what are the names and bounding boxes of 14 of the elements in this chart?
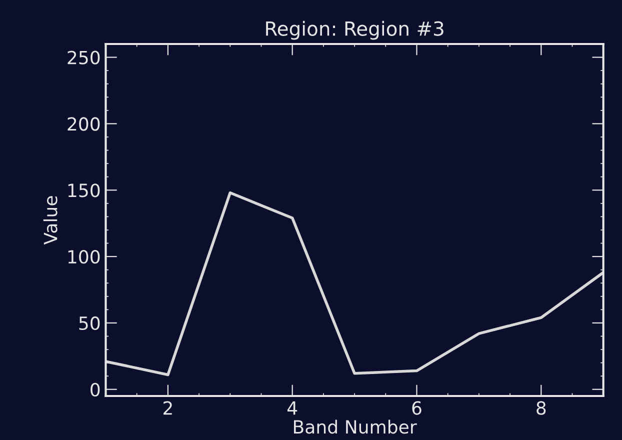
y-tick-label: 0 [90,382,100,396]
y-tick-label: 200 [68,117,100,131]
y-tick-label: 50 [79,316,100,330]
x-axis-title: Band Number [294,420,417,434]
y-tick-label: 250 [68,50,100,64]
x-tick-label: 4 [287,401,298,415]
y-axis-title: Value [43,196,58,245]
y-tick-label: 100 [68,250,100,264]
x-tick-label: 8 [536,401,546,415]
y-tick-label: 150 [68,184,100,198]
x-tick-label: 2 [164,401,172,415]
x-tick-label: 6 [412,401,422,415]
line-series [106,191,604,376]
chart-title: Region: Region #3 [266,20,444,40]
